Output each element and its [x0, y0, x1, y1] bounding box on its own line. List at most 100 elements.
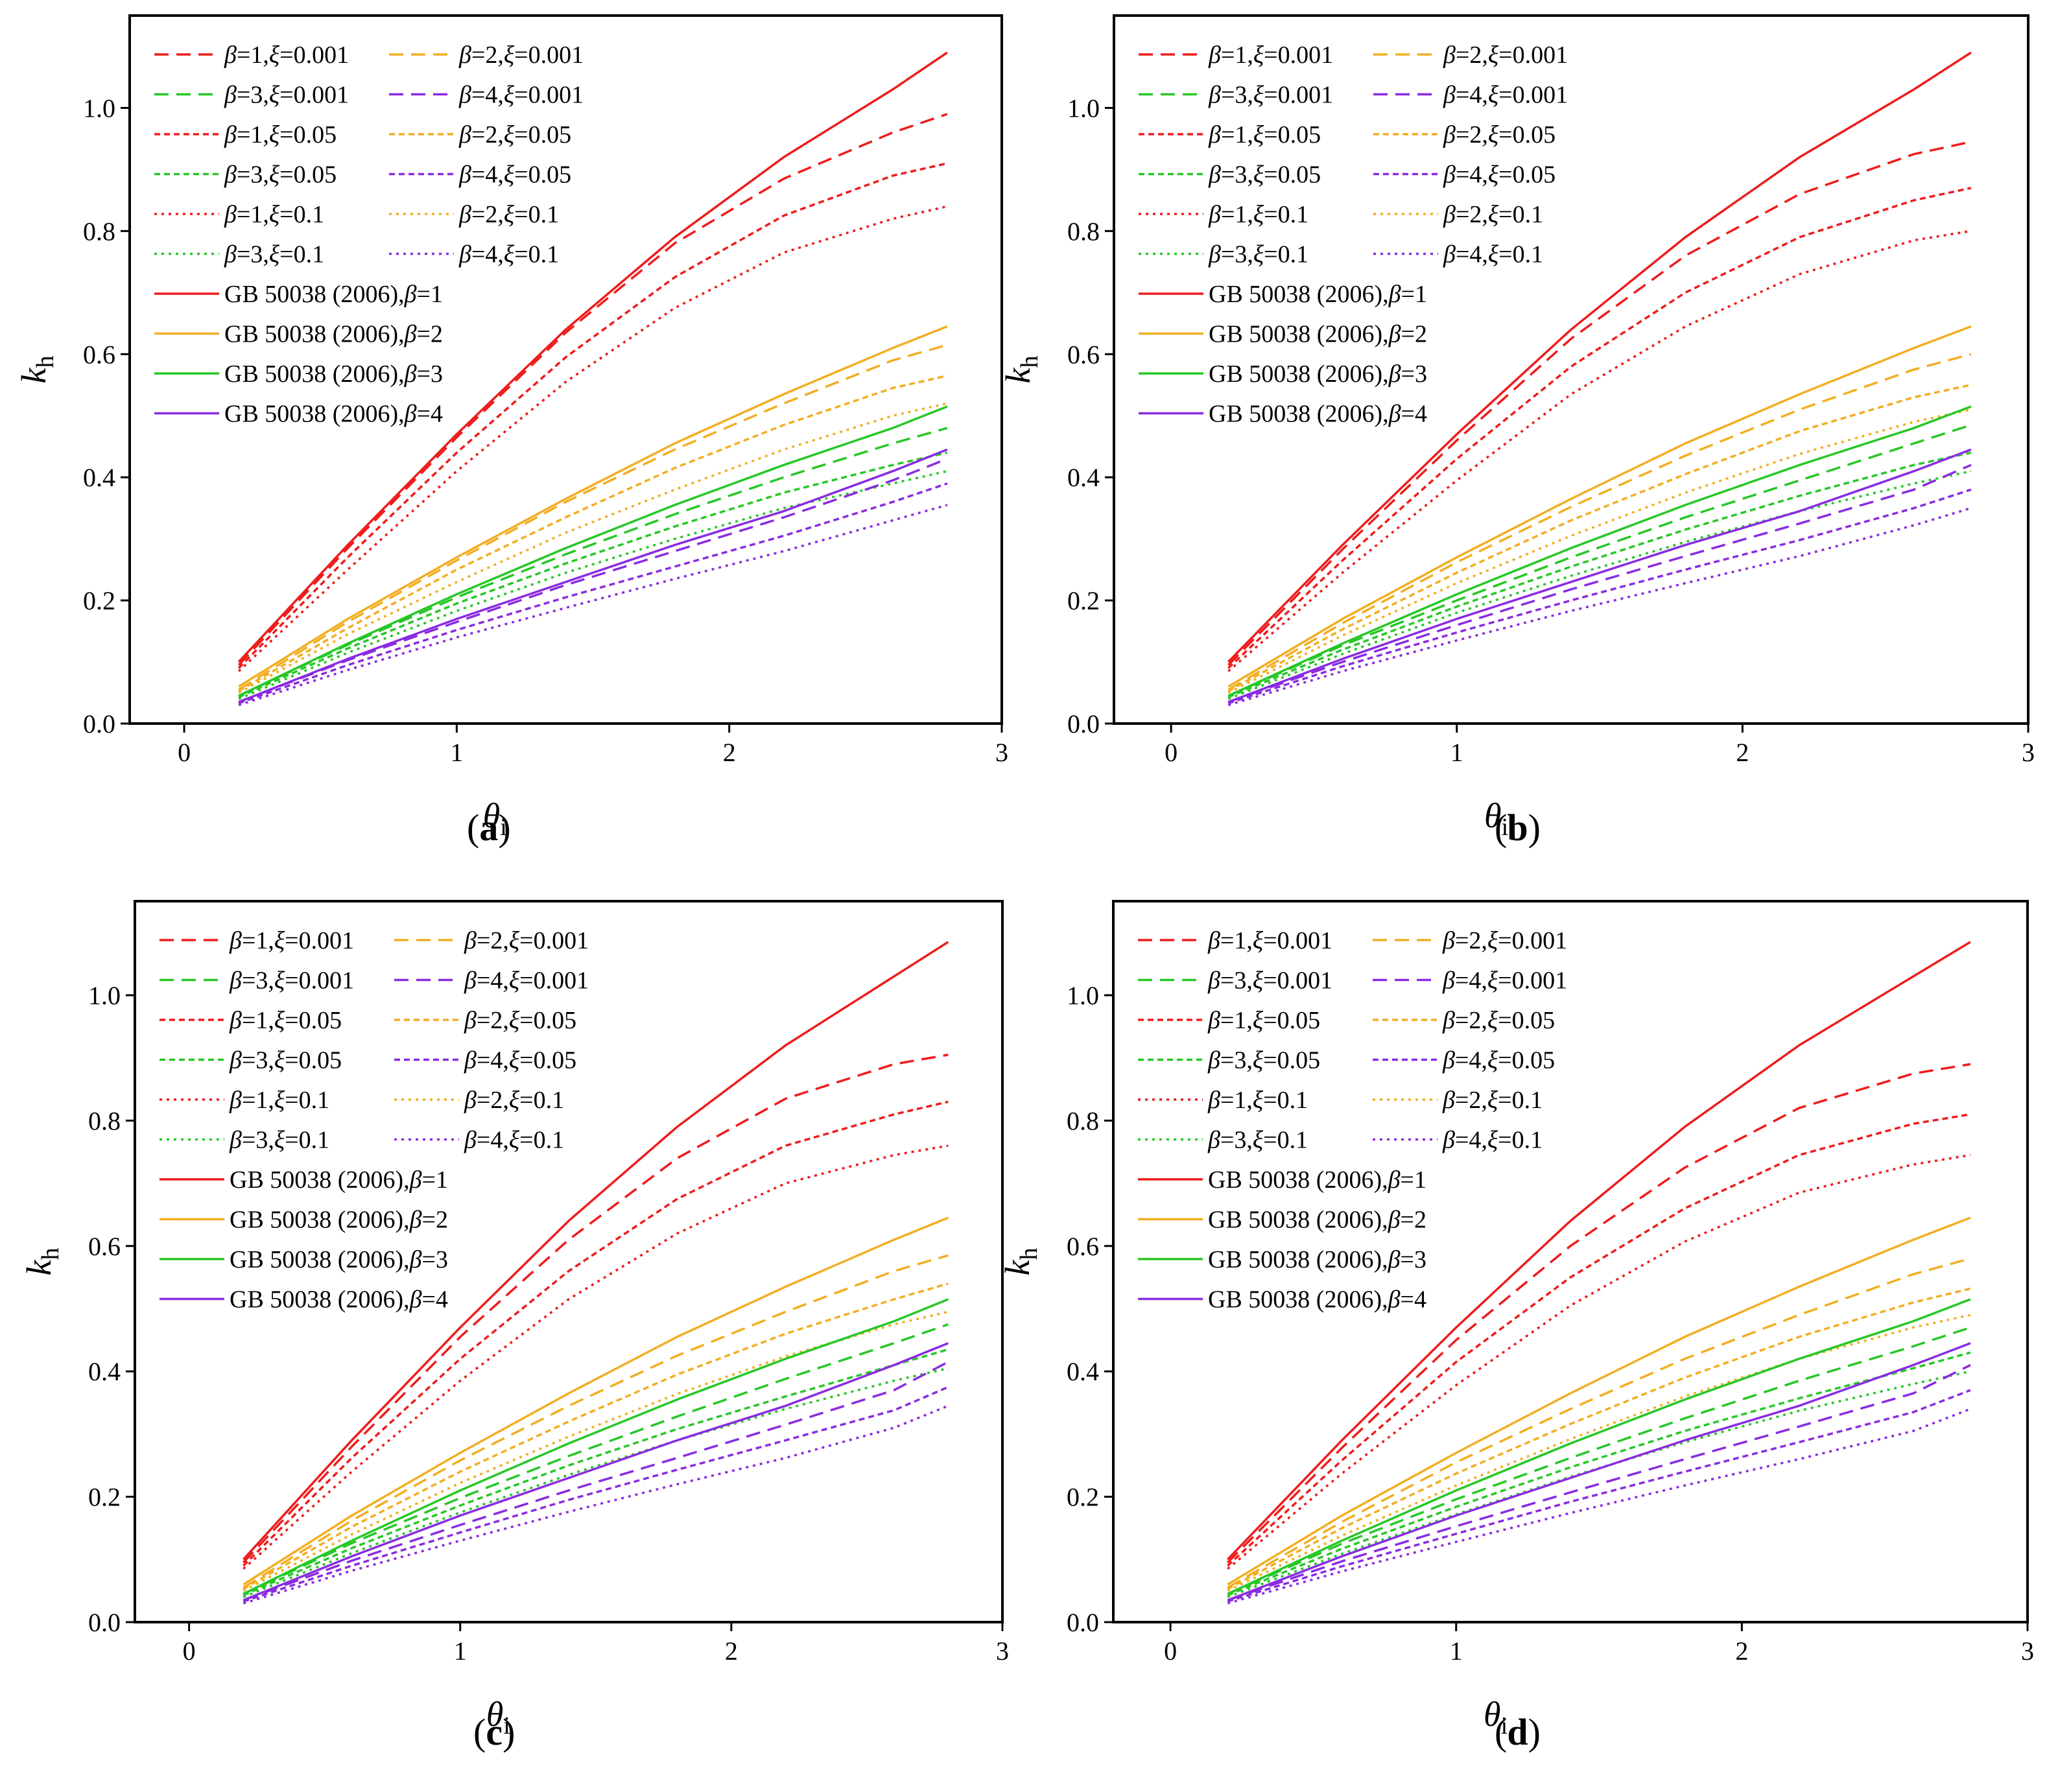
series-group [1227, 941, 1971, 1605]
legend-label: GB 50038 (2006),β=1 [230, 1166, 448, 1194]
panel-label-letter: b [1507, 807, 1528, 849]
legend-label: β=2,ξ=0.1 [1442, 1087, 1543, 1114]
series-line [1227, 140, 1972, 666]
series-line [1227, 423, 1972, 697]
legend-label: GB 50038 (2006),β=3 [230, 1246, 448, 1273]
legend-label: β=4,ξ=0.1 [1442, 1127, 1543, 1154]
legend-label: GB 50038 (2006),β=4 [224, 401, 443, 428]
series-line [1227, 464, 1972, 703]
series-line [1227, 1326, 1971, 1596]
legend-label: β=2,ξ=0.001 [1442, 927, 1567, 954]
series-line [1227, 1342, 1971, 1601]
x-tick-label: 0 [178, 738, 191, 767]
y-tick-label: 0.8 [88, 1106, 121, 1135]
series-line [1227, 941, 1971, 1561]
y-tick-label: 0.8 [1067, 1106, 1099, 1135]
panel-label-d: (d) [1495, 1711, 1541, 1753]
panel-label-c: (c) [473, 1711, 515, 1753]
legend-label: β=1,ξ=0.05 [229, 1007, 342, 1034]
legend-label: β=3,ξ=0.1 [224, 241, 324, 268]
legend-label: β=1,ξ=0.001 [1207, 927, 1332, 954]
series-line [237, 113, 948, 666]
legend-label: β=2,ξ=0.05 [458, 121, 571, 148]
series-line [237, 51, 948, 663]
y-tick-label: 0.4 [1067, 1357, 1099, 1386]
legend-label: β=3,ξ=0.05 [229, 1047, 342, 1074]
series-line [243, 1054, 949, 1564]
legend-label: GB 50038 (2006),β=2 [1208, 1207, 1426, 1234]
series-line [238, 374, 948, 692]
legend-label: GB 50038 (2006),β=4 [1209, 401, 1427, 428]
panel-label-b: (b) [1495, 807, 1541, 849]
series-line [238, 344, 948, 691]
legend-label: GB 50038 (2006),β=1 [224, 281, 443, 308]
x-axis-title: θi [1484, 796, 1508, 841]
series-line [1227, 1351, 1971, 1597]
x-tick-label: 1 [454, 1636, 467, 1666]
series-line [238, 325, 948, 688]
legend-label: GB 50038 (2006),β=3 [1209, 360, 1427, 388]
legend-label: β=4,ξ=0.05 [1443, 161, 1556, 189]
legend-label: β=2,ξ=0.001 [1443, 41, 1568, 69]
legend-label: GB 50038 (2006),β=4 [230, 1286, 448, 1314]
y-tick-label: 0.2 [83, 586, 115, 615]
x-axis-title: θi [1484, 1695, 1508, 1739]
y-tick-label: 0.6 [1067, 340, 1100, 369]
series-line [237, 205, 948, 672]
legend-label: GB 50038 (2006),β=2 [230, 1207, 448, 1234]
y-tick-label: 0.0 [83, 709, 115, 738]
series-line [1227, 1113, 1971, 1567]
panel-label-a: (a) [467, 807, 511, 849]
legend-label: β=1,ξ=0.05 [1208, 121, 1321, 148]
series-line [238, 451, 948, 698]
x-tick-label: 0 [183, 1636, 196, 1666]
series-line [238, 458, 948, 703]
x-tick-label: 2 [725, 1636, 738, 1666]
x-tick-label: 2 [1735, 1636, 1748, 1666]
x-tick-label: 0 [1164, 1636, 1177, 1666]
y-tick-label: 0.0 [1067, 1608, 1099, 1637]
legend-label: GB 50038 (2006),β=2 [1209, 321, 1427, 348]
legend-label: β=1,ξ=0.1 [224, 201, 324, 228]
y-axis-title: kh [999, 356, 1043, 384]
series-line [1227, 1153, 1971, 1570]
y-axis-title: kh [14, 356, 59, 384]
y-tick-label: 0.2 [1067, 1483, 1099, 1512]
legend-label: β=1,ξ=0.001 [1208, 41, 1333, 69]
y-tick-label: 0.6 [83, 340, 115, 369]
series-line [243, 1298, 949, 1596]
y-tick-label: 0.6 [88, 1232, 121, 1261]
legend-label: β=1,ξ=0.001 [229, 927, 354, 954]
series-line [238, 448, 948, 703]
series-line [243, 1216, 949, 1586]
legend-label: β=4,ξ=0.1 [458, 241, 559, 268]
y-tick-label: 1.0 [1067, 981, 1099, 1010]
x-tick-label: 2 [1736, 738, 1749, 767]
series-group [243, 941, 949, 1605]
x-tick-label: 3 [995, 738, 1008, 767]
legend-label: β=4,ξ=0.05 [1442, 1047, 1555, 1074]
legend-label: GB 50038 (2006),β=3 [224, 360, 443, 388]
y-tick-label: 0.8 [83, 217, 115, 246]
plot-frame [128, 14, 1003, 725]
series-line [1227, 451, 1972, 698]
legend: β=1,ξ=0.001 β=2,ξ=0.001 β=3,ξ=0.001 β=4,ξ=0… [160, 927, 589, 1314]
x-tick-label: 1 [1450, 1636, 1463, 1666]
legend-label: β=2,ξ=0.05 [464, 1007, 576, 1034]
series-line [237, 162, 948, 669]
legend-label: β=3,ξ=0.1 [1207, 1127, 1308, 1154]
y-tick-label: 0.0 [1067, 709, 1100, 738]
legend-label: β=3,ξ=0.05 [1208, 161, 1321, 189]
series-line [1227, 488, 1972, 705]
series-line [243, 1144, 949, 1570]
legend-label: β=1,ξ=0.001 [224, 41, 349, 69]
y-tick-label: 0.6 [1067, 1232, 1099, 1261]
legend-label: β=2,ξ=0.1 [458, 201, 559, 228]
legend-label: GB 50038 (2006),β=3 [1208, 1246, 1426, 1273]
y-tick-label: 1.0 [1067, 93, 1100, 123]
legend-label: β=4,ξ=0.001 [458, 82, 584, 109]
